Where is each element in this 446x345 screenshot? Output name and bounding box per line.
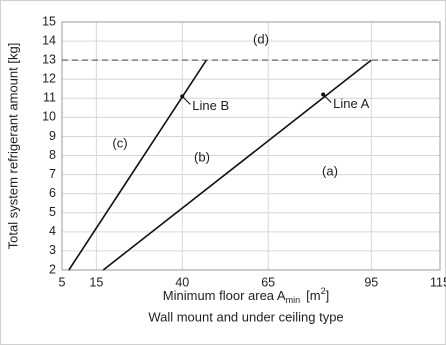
x-tick-label: 95 [364,275,378,289]
y-tick-label: 15 [42,14,56,28]
x-tick-label: 5 [59,275,66,289]
callout [322,94,332,103]
region-label: (d) [253,31,269,46]
y-tick-label: 13 [42,52,56,66]
y-tick-label: 10 [42,110,56,124]
x-tick-label: 15 [89,275,103,289]
y-tick-label: 9 [49,129,56,143]
y-axis-label: Total system refrigerant amount [kg] [5,43,20,250]
x-label-unit: [m [306,288,320,303]
x-label-sub: min [286,295,301,305]
y-tick-label: 3 [49,243,56,257]
y-tick-label: 8 [49,148,56,162]
y-tick-label: 2 [49,262,56,276]
region-label: (a) [322,163,338,178]
x-tick-label: 65 [261,275,275,289]
x-axis-label: Minimum floor area Amin [m2] [163,286,329,305]
x-label-text: Minimum floor area A [163,288,286,303]
y-tick-label: 14 [42,33,56,47]
y-tick-label: 11 [43,91,56,105]
line-label: Line A [333,96,369,111]
region-label: (c) [112,135,127,150]
x-tick-label: 40 [175,275,189,289]
plot-border [61,21,441,271]
x-label-close: ] [326,288,330,303]
line-label: Line B [192,98,229,113]
y-tick-label: 6 [49,186,56,200]
x-label-sup: 2 [321,286,326,296]
subtitle: Wall mount and under ceiling type [148,309,343,324]
y-tick-label: 5 [49,205,56,219]
x-tick-label: 115 [430,275,446,289]
region-label: (b) [194,149,210,164]
callout [181,96,191,105]
y-tick-label: 7 [49,167,56,181]
series-line [102,59,372,271]
y-tick-label: 4 [49,224,56,238]
y-tick-label: 12 [42,72,56,86]
